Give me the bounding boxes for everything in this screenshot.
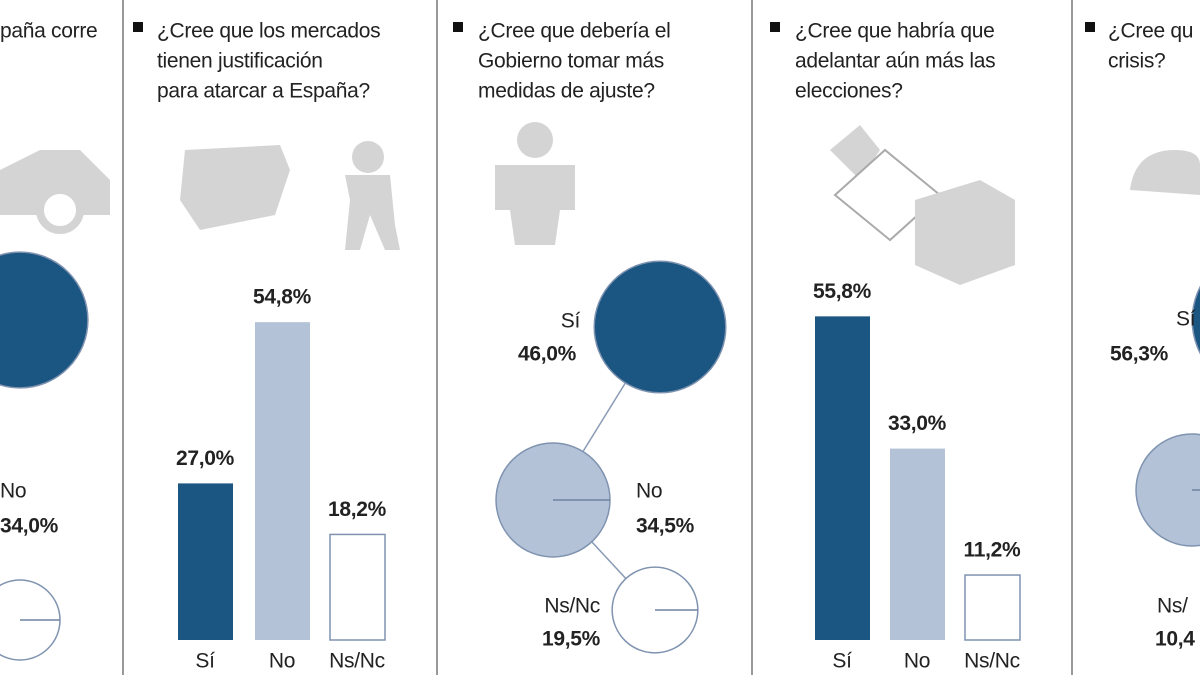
category-label: No (904, 650, 930, 673)
panel-title: medidas de ajuste? (478, 80, 655, 103)
bullet (1085, 22, 1095, 32)
bullet (453, 22, 463, 32)
value-label: 56,3% (1110, 343, 1169, 366)
category-label: Sí (561, 310, 581, 333)
dividers (122, 0, 1073, 675)
category-label: Ns/ (1157, 595, 1188, 618)
category-label: No (0, 480, 26, 503)
ballot-box (915, 180, 1015, 285)
person-body (345, 175, 400, 250)
value-label: 34,0% (0, 515, 59, 538)
panel-title: elecciones? (795, 80, 903, 103)
figure-body (495, 165, 575, 245)
panel-title: ¿Cree que los mercados (157, 20, 380, 43)
bar (815, 316, 870, 640)
value-label: 10,4 (1155, 628, 1195, 651)
panel-title: paña corre (0, 20, 97, 43)
value-label: 27,0% (176, 447, 235, 470)
bubble (593, 260, 727, 394)
bar (178, 483, 233, 640)
car-wheel (36, 186, 84, 234)
category-label: No (269, 650, 295, 673)
category-label: Ns/Nc (329, 650, 385, 673)
bubble (1191, 285, 1200, 355)
value-label: 46,0% (518, 343, 577, 366)
bullet (133, 22, 143, 32)
spain-icon (180, 145, 290, 230)
value-label: 54,8% (253, 286, 312, 309)
car-icon (0, 150, 110, 215)
value-label: 11,2% (964, 539, 1022, 562)
panel-title: crisis? (1108, 50, 1165, 73)
category-label: Ns/Nc (544, 595, 600, 618)
panel-title: para atarcar a España? (157, 80, 370, 103)
cloud-icon (1130, 150, 1200, 195)
category-label: No (636, 480, 662, 503)
panel-title: ¿Cree que habría que (795, 20, 994, 43)
category-label: Sí (195, 650, 215, 673)
panel-title: Gobierno tomar más (478, 50, 664, 73)
category-label: Sí (1176, 308, 1196, 331)
bar (890, 448, 945, 640)
value-label: 34,5% (636, 515, 695, 538)
icons (0, 122, 1200, 285)
panel-title: ¿Cree que debería el (478, 20, 670, 43)
value-label: 18,2% (328, 498, 387, 521)
bar (964, 574, 1021, 641)
figure-head (517, 122, 553, 158)
category-label: Sí (832, 650, 852, 673)
panel-title: adelantar aún más las (795, 50, 995, 73)
value-label: 19,5% (542, 628, 601, 651)
bubble (0, 251, 89, 389)
value-label: 55,8% (813, 280, 872, 303)
bubble (1135, 433, 1200, 547)
bullet (770, 22, 780, 32)
category-label: Ns/Nc (964, 650, 1020, 673)
person-head (352, 141, 384, 173)
bar (329, 533, 386, 641)
value-label: 33,0% (888, 412, 947, 435)
panel-title: ¿Cree qu (1108, 20, 1193, 43)
panel-title: tienen justificación (157, 50, 323, 73)
bar (255, 322, 310, 640)
